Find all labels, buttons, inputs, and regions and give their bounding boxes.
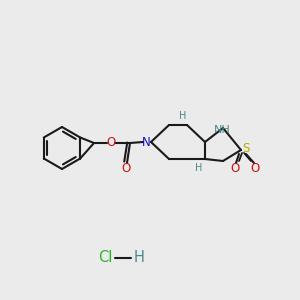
Text: O: O	[122, 163, 130, 176]
Text: H: H	[179, 111, 187, 121]
Text: O: O	[106, 136, 116, 149]
Text: O: O	[250, 161, 260, 175]
Text: NH: NH	[214, 125, 230, 135]
Text: S: S	[242, 142, 250, 155]
Text: O: O	[230, 161, 240, 175]
Text: Cl: Cl	[98, 250, 112, 266]
Text: N: N	[142, 136, 150, 148]
Text: H: H	[134, 250, 144, 266]
Text: H: H	[195, 163, 203, 173]
